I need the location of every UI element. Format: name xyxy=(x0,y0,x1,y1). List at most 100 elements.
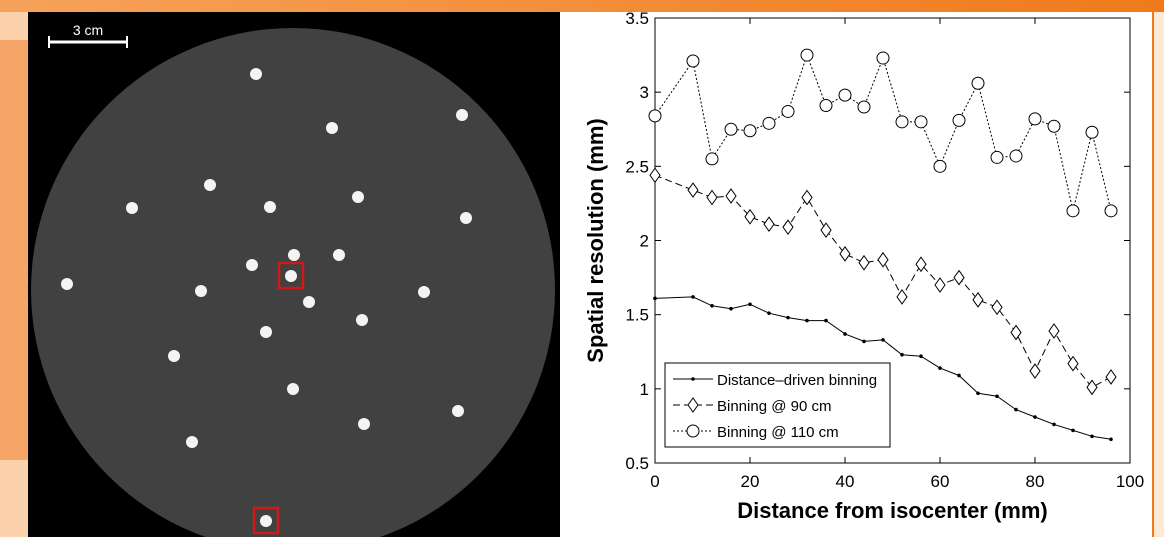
y-tick-label: 3 xyxy=(640,83,649,102)
ct-bead xyxy=(418,286,430,298)
marker xyxy=(1029,113,1041,125)
marker xyxy=(991,151,1003,163)
y-tick-label: 2.5 xyxy=(625,157,649,176)
x-tick-label: 40 xyxy=(836,472,855,491)
marker xyxy=(691,377,695,381)
ct-phantom xyxy=(31,28,555,537)
marker xyxy=(839,89,851,101)
marker xyxy=(687,55,699,67)
ct-bead xyxy=(460,212,472,224)
marker xyxy=(782,105,794,117)
marker xyxy=(820,100,832,112)
marker xyxy=(934,160,946,172)
ct-image: 3 cm xyxy=(28,12,560,537)
marker xyxy=(1010,150,1022,162)
scale-label: 3 cm xyxy=(73,22,103,38)
marker xyxy=(748,302,752,306)
marker xyxy=(953,114,965,126)
marker xyxy=(900,353,904,357)
marker xyxy=(786,316,790,320)
x-tick-label: 100 xyxy=(1116,472,1144,491)
left-accent xyxy=(0,40,28,460)
marker xyxy=(687,425,699,437)
marker xyxy=(1105,205,1117,217)
marker xyxy=(801,49,813,61)
marker xyxy=(729,307,733,311)
ct-bead xyxy=(326,122,338,134)
marker xyxy=(1086,126,1098,138)
ct-bead xyxy=(61,278,73,290)
y-tick-label: 2 xyxy=(640,232,649,251)
marker xyxy=(881,338,885,342)
marker xyxy=(767,311,771,315)
legend-label: Distance–driven binning xyxy=(717,372,877,389)
ct-bead xyxy=(456,109,468,121)
marker xyxy=(976,391,980,395)
marker xyxy=(919,354,923,358)
ct-bead xyxy=(303,296,315,308)
marker xyxy=(706,153,718,165)
marker xyxy=(1033,415,1037,419)
y-tick-label: 1 xyxy=(640,380,649,399)
ct-bead xyxy=(352,191,364,203)
marker xyxy=(877,52,889,64)
marker xyxy=(1052,423,1056,427)
ct-bead xyxy=(358,418,370,430)
legend-label: Binning @ 110 cm xyxy=(717,424,839,441)
ct-bead xyxy=(260,515,272,527)
ct-bead xyxy=(260,326,272,338)
ct-bead xyxy=(452,405,464,417)
marker xyxy=(805,319,809,323)
x-tick-label: 20 xyxy=(741,472,760,491)
ct-bead xyxy=(126,202,138,214)
marker xyxy=(1109,437,1113,441)
right-band xyxy=(1154,12,1164,537)
ct-bead xyxy=(246,259,258,271)
x-tick-label: 80 xyxy=(1026,472,1045,491)
marker xyxy=(653,297,657,301)
legend-label: Binning @ 90 cm xyxy=(717,398,831,415)
marker xyxy=(691,295,695,299)
ct-bead xyxy=(333,249,345,261)
x-axis-label: Distance from isocenter (mm) xyxy=(737,498,1048,523)
marker xyxy=(824,319,828,323)
marker xyxy=(843,332,847,336)
marker xyxy=(763,117,775,129)
ct-bead xyxy=(285,270,297,282)
marker xyxy=(858,101,870,113)
marker xyxy=(649,110,661,122)
marker xyxy=(744,125,756,137)
y-axis-label: Spatial resolution (mm) xyxy=(583,118,608,362)
ct-bead xyxy=(287,383,299,395)
y-tick-label: 0.5 xyxy=(625,454,649,473)
marker xyxy=(957,374,961,378)
marker xyxy=(725,123,737,135)
marker xyxy=(938,366,942,370)
marker xyxy=(1071,429,1075,433)
marker xyxy=(1048,120,1060,132)
ct-bead xyxy=(168,350,180,362)
marker xyxy=(862,340,866,344)
marker xyxy=(896,116,908,128)
marker xyxy=(995,394,999,398)
right-line xyxy=(1152,12,1154,537)
y-tick-label: 1.5 xyxy=(625,306,649,325)
x-tick-label: 60 xyxy=(931,472,950,491)
marker xyxy=(1090,435,1094,439)
ct-bead xyxy=(186,436,198,448)
x-tick-label: 0 xyxy=(650,472,659,491)
slide: 3 cm 0204060801000.511.522.533.5Distance… xyxy=(0,0,1164,537)
marker xyxy=(1014,408,1018,412)
marker xyxy=(972,77,984,89)
marker xyxy=(915,116,927,128)
marker xyxy=(710,304,714,308)
top-band xyxy=(0,0,1164,12)
ct-bead xyxy=(195,285,207,297)
ct-bead xyxy=(288,249,300,261)
ct-bead xyxy=(250,68,262,80)
ct-bead xyxy=(264,201,276,213)
ct-bead xyxy=(204,179,216,191)
marker xyxy=(1067,205,1079,217)
ct-bead xyxy=(356,314,368,326)
